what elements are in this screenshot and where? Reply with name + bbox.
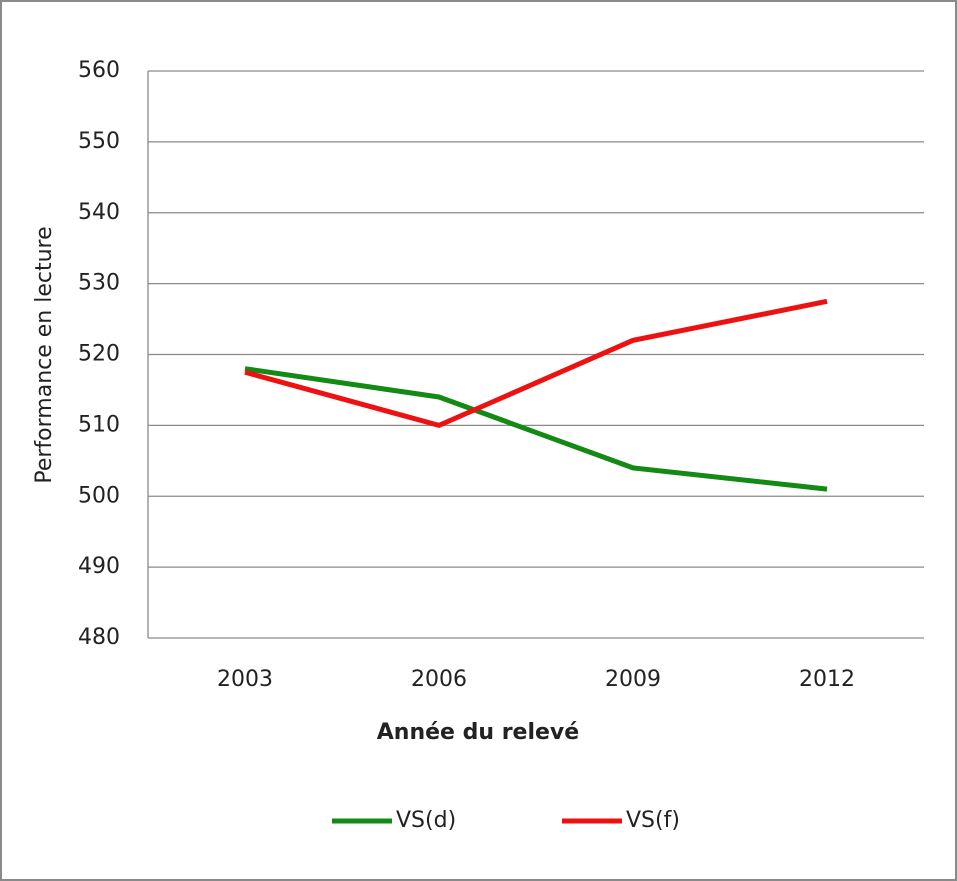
y-tick-label: 540 (78, 200, 120, 225)
y-tick-label: 480 (78, 625, 120, 650)
x-tick-label: 2009 (605, 667, 661, 692)
y-tick-label: 520 (78, 342, 120, 367)
x-tick-label: 2006 (411, 667, 467, 692)
x-axis-title: Année du relevé (377, 720, 579, 745)
legend-label: VS(f) (626, 808, 680, 833)
y-axis-title: Performance en lecture (32, 226, 57, 483)
y-tick-label: 550 (78, 129, 120, 154)
y-tick-label: 560 (78, 58, 120, 83)
y-tick-label: 530 (78, 271, 120, 296)
y-tick-label: 500 (78, 483, 120, 508)
x-tick-label: 2012 (799, 667, 855, 692)
series-line (244, 298, 828, 428)
x-tick-label: 2003 (217, 667, 273, 692)
y-tick-label: 510 (78, 412, 120, 437)
legend-label: VS(d) (396, 808, 456, 833)
series-line (244, 366, 828, 492)
y-tick-label: 490 (78, 554, 120, 579)
